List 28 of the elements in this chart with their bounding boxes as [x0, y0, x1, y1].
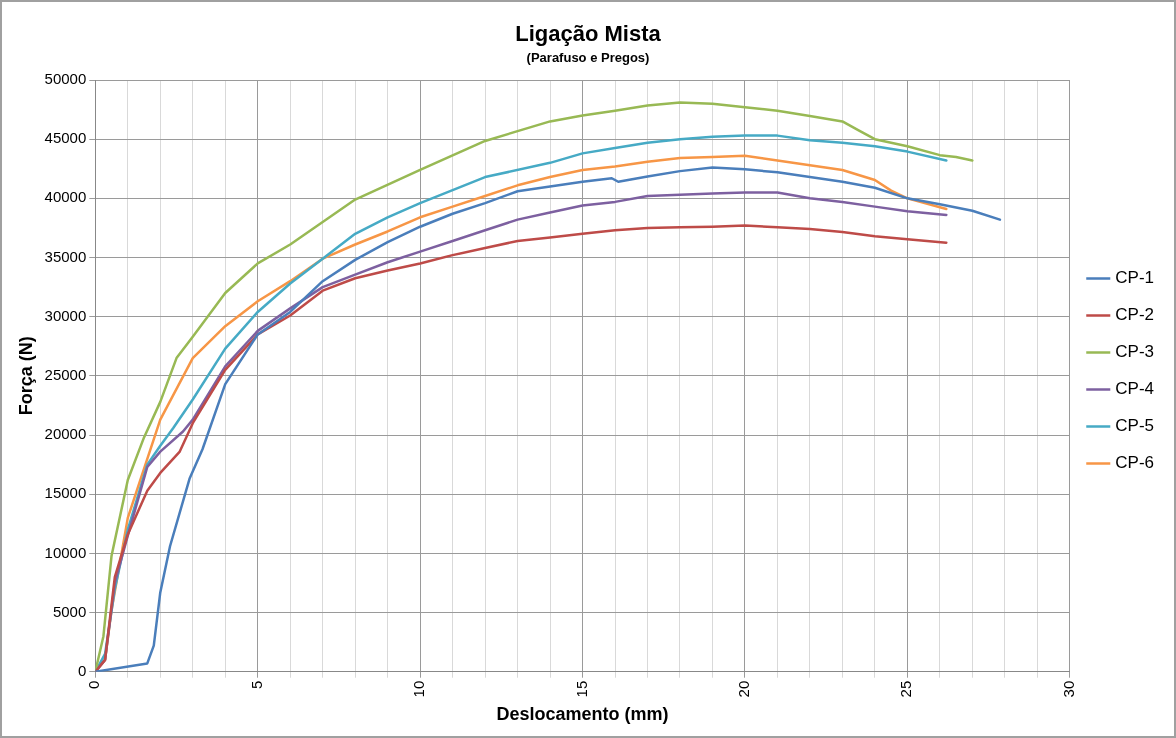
legend-label: CP-3	[1115, 342, 1154, 362]
x-axis-title: Deslocamento (mm)	[496, 704, 669, 725]
y-tick-label: 5000	[52, 602, 87, 620]
x-tick-label: 20	[735, 680, 753, 698]
legend-label: CP-6	[1115, 453, 1154, 473]
legend-label: CP-1	[1115, 268, 1154, 288]
chart-subtitle: (Parafuso e Pregos)	[526, 49, 650, 65]
y-tick-label: 35000	[44, 247, 87, 265]
y-tick-label: 45000	[44, 129, 87, 147]
y-tick-label: 20000	[44, 425, 87, 443]
y-tick-label: 0	[77, 661, 87, 679]
y-tick-label: 50000	[44, 70, 87, 88]
x-tick-label: 5	[247, 680, 265, 690]
y-tick-label: 40000	[44, 188, 87, 206]
x-tick-label: 0	[85, 680, 103, 690]
legend-label: CP-4	[1115, 379, 1154, 399]
y-tick-label: 25000	[44, 366, 87, 383]
x-tick-label: 25	[897, 680, 915, 698]
x-tick-label: 30	[1059, 680, 1077, 698]
x-tick-label: 10	[410, 680, 428, 698]
x-tick-label: 15	[572, 680, 590, 698]
legend-label: CP-2	[1115, 305, 1154, 325]
legend-label: CP-5	[1115, 416, 1154, 436]
chart-title: Ligação Mista	[515, 21, 662, 47]
y-axis-title: Força (N)	[15, 336, 36, 416]
y-tick-label: 30000	[44, 306, 87, 324]
y-tick-label: 15000	[44, 484, 87, 502]
y-tick-label: 10000	[44, 543, 87, 561]
